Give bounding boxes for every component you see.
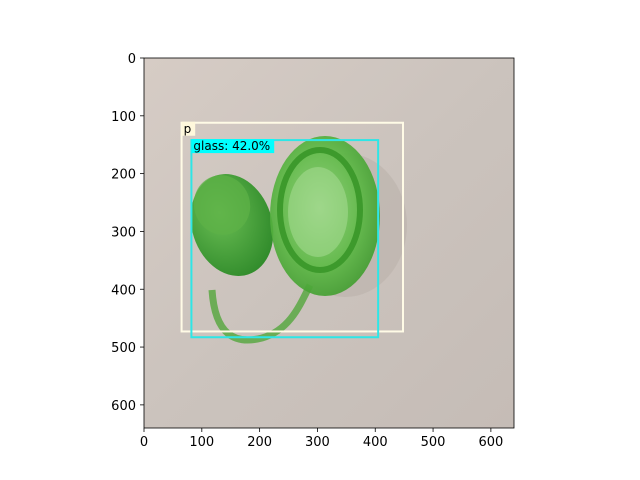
detection-0: p — [180, 121, 404, 333]
detection-label-background — [191, 139, 275, 154]
x-tick-label: 300 — [305, 435, 330, 450]
y-tick-label: 300 — [111, 225, 136, 240]
x-tick-label: 500 — [421, 435, 446, 450]
x-tick-label: 200 — [247, 435, 272, 450]
detection-label-background — [181, 121, 196, 136]
x-tick-label: 600 — [478, 435, 503, 450]
detection-box — [190, 139, 380, 339]
axes-frame — [143, 57, 515, 429]
y-tick-label: 500 — [111, 341, 136, 356]
x-tick-label: 100 — [189, 435, 214, 450]
x-tick-label: 0 — [140, 435, 148, 450]
y-tick-label: 100 — [111, 110, 136, 125]
photo — [144, 58, 514, 428]
y-tick-label: 400 — [111, 283, 136, 298]
y-tick-label: 200 — [111, 168, 136, 183]
detection-box — [180, 121, 404, 333]
y-tick-label: 0 — [128, 52, 136, 67]
x-axis: 0 100 200 300 400 500 600 — [140, 428, 503, 450]
detection-1: glass: 42.0% — [190, 139, 380, 339]
y-axis: 0 100 200 300 400 500 600 — [111, 52, 144, 414]
x-tick-label: 400 — [363, 435, 388, 450]
jar-rim — [277, 147, 363, 273]
bottle-cap-top — [193, 175, 251, 235]
detection-label: glass: 42.0% — [193, 139, 270, 153]
y-tick-label: 600 — [111, 399, 136, 414]
jar-inner — [288, 167, 348, 257]
detection-label: p — [184, 122, 192, 136]
